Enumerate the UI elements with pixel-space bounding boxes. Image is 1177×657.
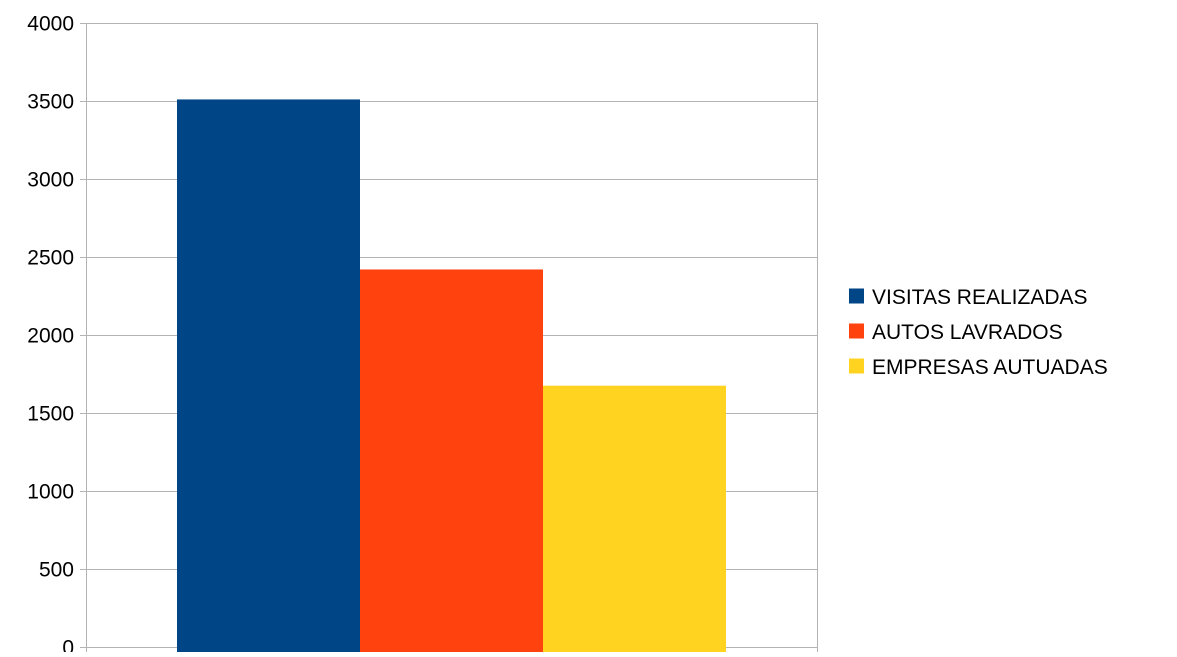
bar-empresas-autuadas xyxy=(543,385,726,653)
y-tick-label-2000: 2000 xyxy=(27,325,74,348)
y-tick-labels: 0 500 1000 1500 2000 2500 3000 3500 4000 xyxy=(27,13,74,657)
legend: VISITAS REALIZADAS AUTOS LAVRADOS EMPRESAS… xyxy=(849,286,1108,379)
y-tick-label-500: 500 xyxy=(39,559,74,582)
y-tick-label-3000: 3000 xyxy=(27,169,74,192)
legend-label-1: VISITAS REALIZADAS xyxy=(872,286,1088,309)
axes xyxy=(80,23,818,653)
legend-label-3: EMPRESAS AUTUADAS xyxy=(872,356,1108,379)
bar-visitas-realizadas xyxy=(177,99,360,653)
y-tick-label-4000: 4000 xyxy=(27,13,74,36)
legend-swatch-2 xyxy=(849,323,864,339)
y-tick-label-2500: 2500 xyxy=(27,247,74,270)
y-tick-label-1000: 1000 xyxy=(27,481,74,504)
legend-swatch-3 xyxy=(849,358,864,374)
y-tick-label-1500: 1500 xyxy=(27,403,74,426)
legend-label-2: AUTOS LAVRADOS xyxy=(872,321,1063,344)
bars xyxy=(177,99,726,653)
bar-autos-lavrados xyxy=(360,269,543,653)
legend-swatch-1 xyxy=(849,288,864,304)
y-tick-label-0: 0 xyxy=(62,637,74,653)
y-tick-label-3500: 3500 xyxy=(27,91,74,114)
